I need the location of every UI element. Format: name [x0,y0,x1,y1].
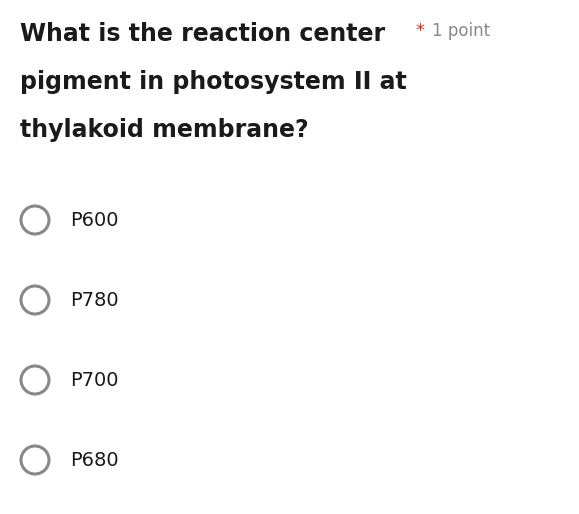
Text: P600: P600 [70,211,119,229]
Text: P780: P780 [70,290,119,309]
Text: pigment in photosystem II at: pigment in photosystem II at [20,70,407,94]
Text: P700: P700 [70,371,119,390]
Ellipse shape [21,286,49,314]
Ellipse shape [21,446,49,474]
Ellipse shape [21,366,49,394]
Ellipse shape [21,206,49,234]
Text: *: * [415,22,424,40]
Text: thylakoid membrane?: thylakoid membrane? [20,118,309,142]
Text: P680: P680 [70,450,119,469]
Text: 1 point: 1 point [432,22,490,40]
Text: What is the reaction center: What is the reaction center [20,22,385,46]
